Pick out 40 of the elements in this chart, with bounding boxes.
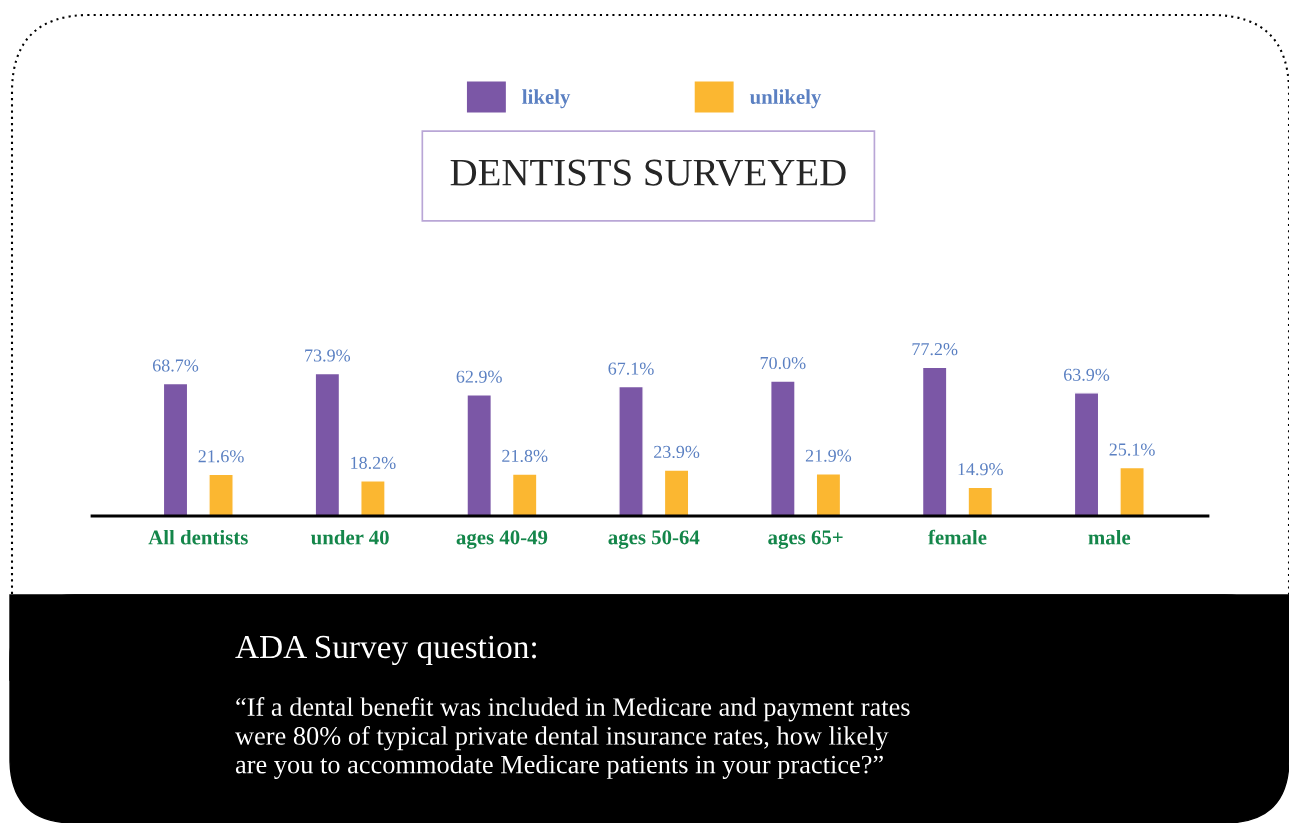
bar	[1119, 466, 1145, 516]
data-label: 25.1%	[1109, 443, 1155, 456]
data-label: 77.2%	[912, 343, 958, 356]
x-tick-label: ages 50-64	[608, 530, 700, 549]
bar	[663, 469, 690, 516]
bar	[466, 394, 493, 516]
bar	[1073, 392, 1100, 516]
data-label: 14.9%	[958, 463, 1003, 476]
chart-title: DENTISTS SURVEYED	[450, 159, 846, 186]
bar	[770, 380, 796, 516]
x-tick-label: under 40	[310, 529, 389, 545]
data-label: 18.2%	[351, 456, 396, 469]
x-tick-label: male	[1088, 529, 1131, 545]
text: ADA Survey question:	[235, 635, 536, 666]
data-label: 62.9%	[456, 370, 502, 383]
x-tick-label: ages 40-49	[456, 530, 548, 549]
data-label: 68.7%	[152, 359, 199, 372]
data-label: 73.9%	[305, 349, 351, 362]
legend-label: unlikely	[749, 89, 822, 109]
x-tick-label: ages 65+	[768, 530, 843, 549]
data-label: 21.6%	[198, 450, 244, 463]
data-label: 23.9%	[654, 445, 700, 459]
bar	[967, 486, 994, 516]
bar	[815, 473, 842, 516]
text: “If a dental benefit was included in Medicare and payment rates were 80% of typical private dental insurance rates, how likely are you to accommodate Medicare patients in your practice?”	[235, 697, 910, 779]
data-label: 67.1%	[608, 362, 654, 375]
bar	[208, 473, 234, 516]
data-label: 21.8%	[502, 449, 548, 463]
x-tick-label: female	[928, 529, 987, 545]
data-label: 63.9%	[1063, 368, 1110, 381]
bar	[618, 385, 644, 516]
bar	[921, 366, 948, 516]
data-label: 21.9%	[805, 449, 852, 462]
bar	[360, 480, 386, 516]
data-label: 70.0%	[760, 356, 806, 370]
bar	[162, 382, 189, 516]
bar	[511, 473, 538, 516]
legend-label: likely	[522, 89, 571, 109]
x-tick-label: All dentists	[148, 529, 248, 545]
bar	[314, 372, 341, 516]
